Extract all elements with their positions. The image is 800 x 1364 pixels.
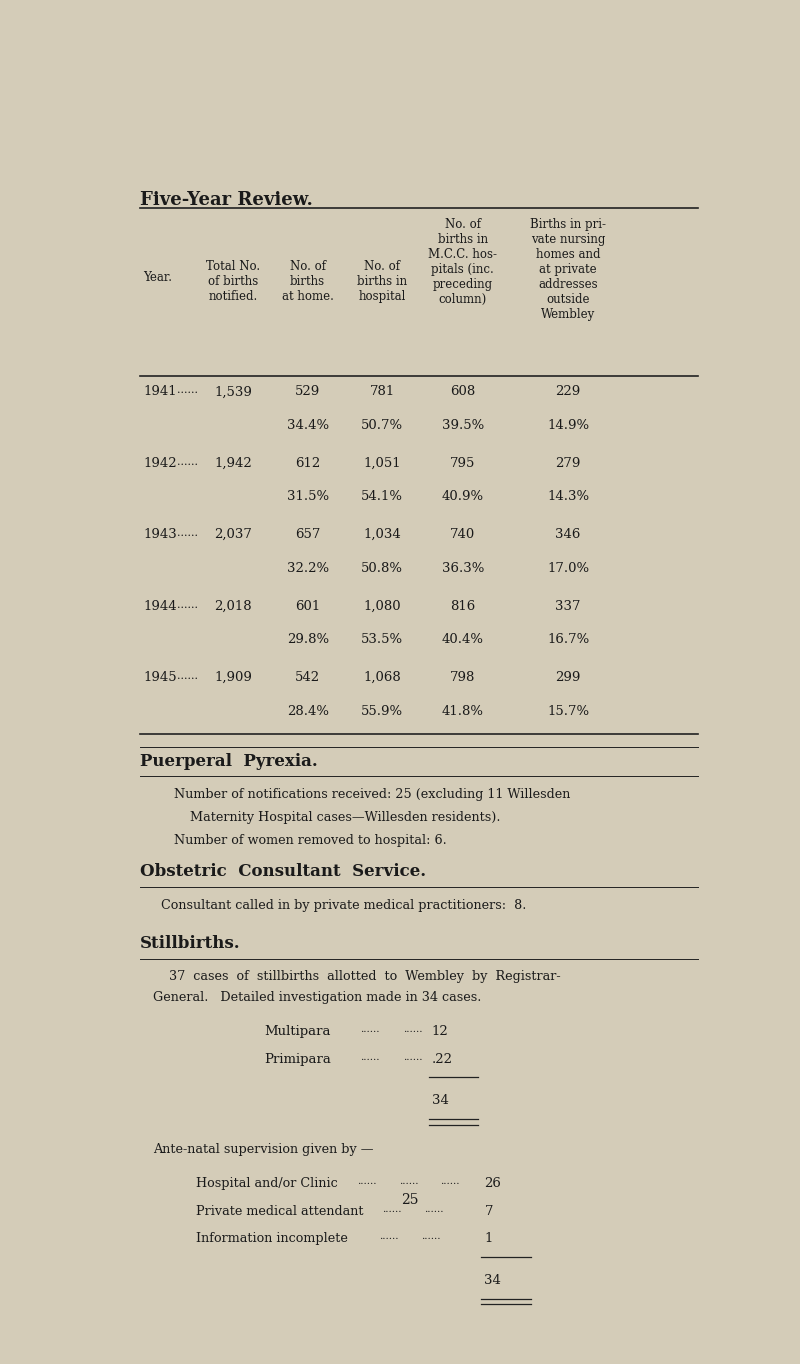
Text: 1,942: 1,942	[214, 457, 252, 469]
Text: ......: ......	[424, 1204, 444, 1214]
Text: 54.1%: 54.1%	[361, 490, 403, 503]
Text: 14.3%: 14.3%	[547, 490, 589, 503]
Text: 14.9%: 14.9%	[547, 419, 589, 432]
Text: Ante-natal supervision given by —: Ante-natal supervision given by —	[153, 1143, 373, 1155]
Text: 16.7%: 16.7%	[547, 633, 590, 647]
Text: ......: ......	[382, 1204, 402, 1214]
Text: 1941: 1941	[143, 385, 177, 398]
Text: 37  cases  of  stillbirths  allotted  to  Wembley  by  Registrar-: 37 cases of stillbirths allotted to Wemb…	[153, 970, 560, 983]
Text: 798: 798	[450, 671, 475, 683]
Text: 31.5%: 31.5%	[286, 490, 329, 503]
Text: .22: .22	[432, 1053, 453, 1067]
Text: Multipara: Multipara	[264, 1024, 331, 1038]
Text: ......: ......	[177, 385, 198, 396]
Text: 608: 608	[450, 385, 475, 398]
Text: ......: ......	[177, 600, 198, 610]
Text: Maternity Hospital cases—Willesden residents).: Maternity Hospital cases—Willesden resid…	[174, 810, 501, 824]
Text: ......: ......	[440, 1177, 459, 1187]
Text: ......: ......	[360, 1024, 380, 1034]
Text: 50.7%: 50.7%	[361, 419, 403, 432]
Text: 26: 26	[485, 1177, 502, 1191]
Text: 299: 299	[555, 671, 581, 683]
Text: 657: 657	[295, 528, 320, 542]
Text: 34.4%: 34.4%	[286, 419, 329, 432]
Text: No. of
births in
hospital: No. of births in hospital	[357, 261, 407, 303]
Text: ......: ......	[402, 1024, 422, 1034]
Text: 25: 25	[402, 1194, 418, 1207]
Text: Five-Year Review.: Five-Year Review.	[140, 191, 313, 209]
Text: 542: 542	[295, 671, 320, 683]
Text: 795: 795	[450, 457, 475, 469]
Text: Year.: Year.	[143, 271, 173, 284]
Text: Stillbirths.: Stillbirths.	[140, 934, 241, 952]
Text: 1,539: 1,539	[214, 385, 252, 398]
Text: Information incomplete: Information incomplete	[196, 1232, 348, 1245]
Text: 1943: 1943	[143, 528, 177, 542]
Text: General.   Detailed investigation made in 34 cases.: General. Detailed investigation made in …	[153, 992, 481, 1004]
Text: 229: 229	[555, 385, 581, 398]
Text: Consultant called in by private medical practitioners:  8.: Consultant called in by private medical …	[153, 899, 526, 913]
Text: 17.0%: 17.0%	[547, 562, 589, 574]
Text: 1: 1	[485, 1232, 493, 1245]
Text: 1,034: 1,034	[363, 528, 401, 542]
Text: 2,018: 2,018	[214, 600, 252, 612]
Text: Primipara: Primipara	[264, 1053, 331, 1067]
Text: 1942: 1942	[143, 457, 177, 469]
Text: 28.4%: 28.4%	[286, 705, 329, 717]
Text: 32.2%: 32.2%	[286, 562, 329, 574]
Text: 34: 34	[485, 1274, 502, 1286]
Text: 34: 34	[432, 1094, 449, 1108]
Text: Total No.
of births
notified.: Total No. of births notified.	[206, 261, 260, 303]
Text: ......: ......	[360, 1053, 380, 1063]
Text: 50.8%: 50.8%	[361, 562, 403, 574]
Text: 40.4%: 40.4%	[442, 633, 484, 647]
Text: 816: 816	[450, 600, 475, 612]
Text: Number of women removed to hospital: 6.: Number of women removed to hospital: 6.	[174, 833, 447, 847]
Text: Number of notifications received: 25 (excluding 11 Willesden: Number of notifications received: 25 (ex…	[174, 787, 570, 801]
Text: 1944: 1944	[143, 600, 177, 612]
Text: ......: ......	[421, 1232, 441, 1241]
Text: 346: 346	[555, 528, 581, 542]
Text: No. of
births in
M.C.C. hos-
pitals (inc.
preceding
column): No. of births in M.C.C. hos- pitals (inc…	[428, 218, 498, 307]
Text: Hospital and/or Clinic: Hospital and/or Clinic	[196, 1177, 338, 1191]
Text: 29.8%: 29.8%	[286, 633, 329, 647]
Text: No. of
births
at home.: No. of births at home.	[282, 261, 334, 303]
Text: 2,037: 2,037	[214, 528, 252, 542]
Text: ......: ......	[177, 671, 198, 681]
Text: 740: 740	[450, 528, 475, 542]
Text: 12: 12	[432, 1024, 449, 1038]
Text: 337: 337	[555, 600, 581, 612]
Text: 1945: 1945	[143, 671, 177, 683]
Text: 529: 529	[295, 385, 320, 398]
Text: 41.8%: 41.8%	[442, 705, 484, 717]
Text: 55.9%: 55.9%	[361, 705, 403, 717]
Text: Obstetric  Consultant  Service.: Obstetric Consultant Service.	[140, 863, 426, 880]
Text: 40.9%: 40.9%	[442, 490, 484, 503]
Text: 36.3%: 36.3%	[442, 562, 484, 574]
Text: 7: 7	[485, 1204, 493, 1218]
Text: ......: ......	[399, 1177, 419, 1187]
Text: 612: 612	[295, 457, 320, 469]
Text: ......: ......	[177, 457, 198, 466]
Text: 601: 601	[295, 600, 320, 612]
Text: 781: 781	[370, 385, 394, 398]
Text: ......: ......	[379, 1232, 398, 1241]
Text: Births in pri-
vate nursing
homes and
at private
addresses
outside
Wembley: Births in pri- vate nursing homes and at…	[530, 218, 606, 322]
Text: 1,080: 1,080	[363, 600, 401, 612]
Text: Private medical attendant: Private medical attendant	[196, 1204, 363, 1218]
Text: Puerperal  Pyrexia.: Puerperal Pyrexia.	[140, 753, 318, 769]
Text: 1,051: 1,051	[363, 457, 401, 469]
Text: 279: 279	[555, 457, 581, 469]
Text: 15.7%: 15.7%	[547, 705, 589, 717]
Text: ......: ......	[402, 1053, 422, 1063]
Text: 1,068: 1,068	[363, 671, 401, 683]
Text: 39.5%: 39.5%	[442, 419, 484, 432]
Text: ......: ......	[177, 528, 198, 539]
Text: 1,909: 1,909	[214, 671, 252, 683]
Text: ......: ......	[358, 1177, 377, 1187]
Text: 53.5%: 53.5%	[361, 633, 403, 647]
